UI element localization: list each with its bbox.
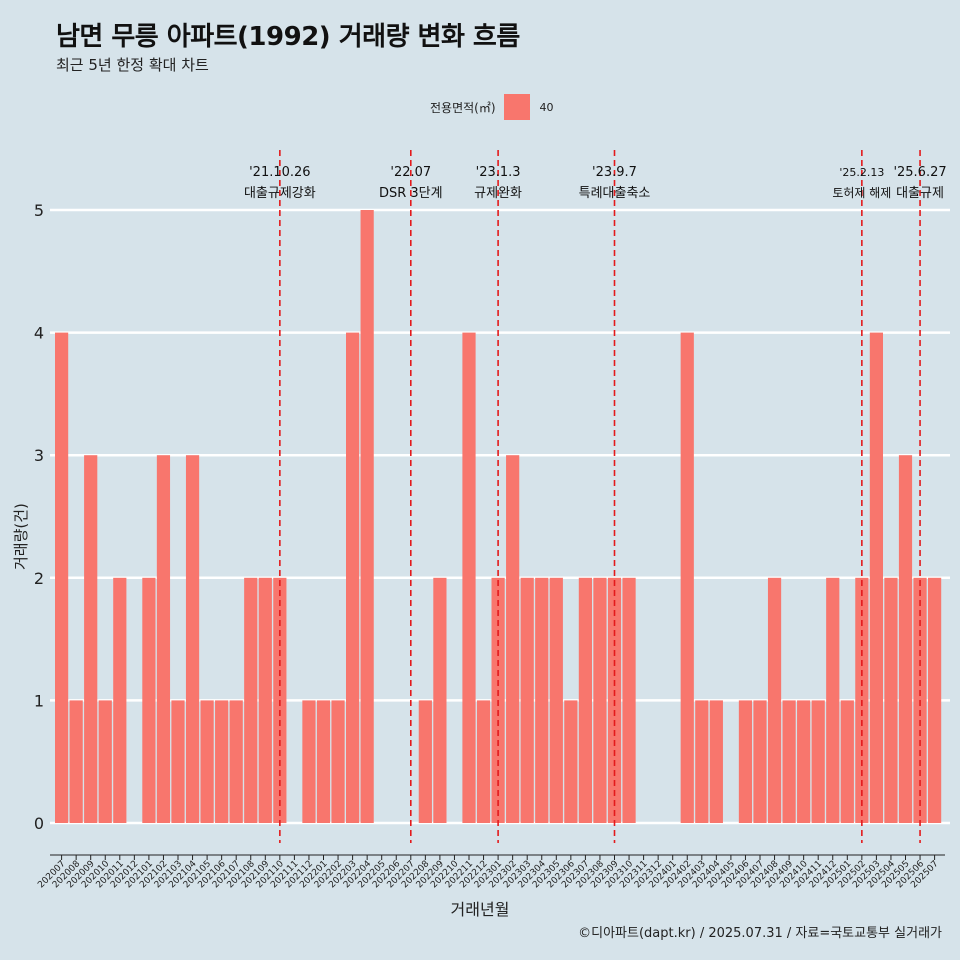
bar [709, 700, 723, 823]
event-date-label: '21.10.26 [249, 165, 310, 180]
bar [898, 455, 913, 823]
bar [55, 332, 69, 823]
bar [316, 700, 331, 823]
bar [506, 455, 520, 823]
bar [215, 700, 229, 823]
bar [549, 577, 563, 823]
y-tick-label: 1 [34, 691, 44, 710]
bar [244, 577, 258, 823]
bar [346, 332, 360, 823]
bar [331, 700, 345, 823]
bar [564, 700, 578, 823]
bar [869, 332, 883, 823]
bar [360, 210, 374, 823]
event-name-label: 토허제 해제 [832, 186, 891, 200]
chart-title: 남면 무릉 아파트(1992) 거래량 변화 흐름 [56, 22, 520, 52]
bar [680, 332, 694, 823]
y-tick-label: 3 [34, 446, 44, 465]
bar [418, 700, 432, 823]
bar [200, 700, 214, 823]
bar [797, 700, 811, 823]
bar [258, 577, 272, 823]
bar [69, 700, 83, 823]
bar [695, 700, 709, 823]
bar [622, 577, 636, 823]
legend-item-label: 40 [539, 100, 554, 114]
bar [229, 700, 243, 823]
bar [826, 577, 840, 823]
bar [84, 455, 98, 823]
y-tick-label: 4 [34, 324, 44, 343]
event-date-label: '25.6.27 [893, 165, 946, 180]
bar [578, 577, 592, 823]
event-name-label: DSR 3단계 [379, 186, 443, 201]
bar [884, 577, 898, 823]
bar [185, 455, 200, 823]
bar [302, 700, 316, 823]
event-date-label: '25.2.13 [839, 166, 884, 179]
bar [782, 700, 796, 823]
bar [476, 700, 491, 823]
bar [593, 577, 607, 823]
event-name-label: 규제완화 [474, 186, 522, 201]
y-tick-label: 0 [34, 814, 44, 833]
bar [767, 577, 782, 823]
bar [156, 455, 171, 823]
legend-swatch [503, 94, 530, 120]
legend-title: 전용면적(㎡) [430, 100, 496, 115]
bar [811, 700, 825, 823]
bar [535, 577, 549, 823]
source-caption: ©디아파트(dapt.kr) / 2025.07.31 / 자료=국토교통부 실… [578, 926, 942, 941]
event-date-label: '23.1.3 [476, 165, 521, 180]
event-name-label: 대출규제 [896, 186, 944, 201]
bar [113, 577, 127, 823]
event-name-label: 대출규제강화 [244, 186, 316, 201]
bar [928, 577, 942, 823]
bar [753, 700, 767, 823]
bar [462, 332, 476, 823]
x-axis-title: 거래년월 [450, 900, 510, 919]
y-tick-label: 2 [34, 569, 44, 588]
chart-subtitle: 최근 5년 한정 확대 차트 [56, 56, 209, 74]
bar [738, 700, 753, 823]
y-tick-label: 5 [34, 201, 44, 220]
bar [840, 700, 854, 823]
bar [520, 577, 534, 823]
event-date-label: '23.9.7 [592, 165, 637, 180]
bar [171, 700, 185, 823]
event-name-label: 특례대출축소 [579, 186, 651, 201]
bar [142, 577, 156, 823]
event-date-label: '22.07 [390, 165, 431, 180]
legend: 전용면적(㎡) 40 [430, 94, 554, 120]
bar [98, 700, 112, 823]
bar [433, 577, 447, 823]
